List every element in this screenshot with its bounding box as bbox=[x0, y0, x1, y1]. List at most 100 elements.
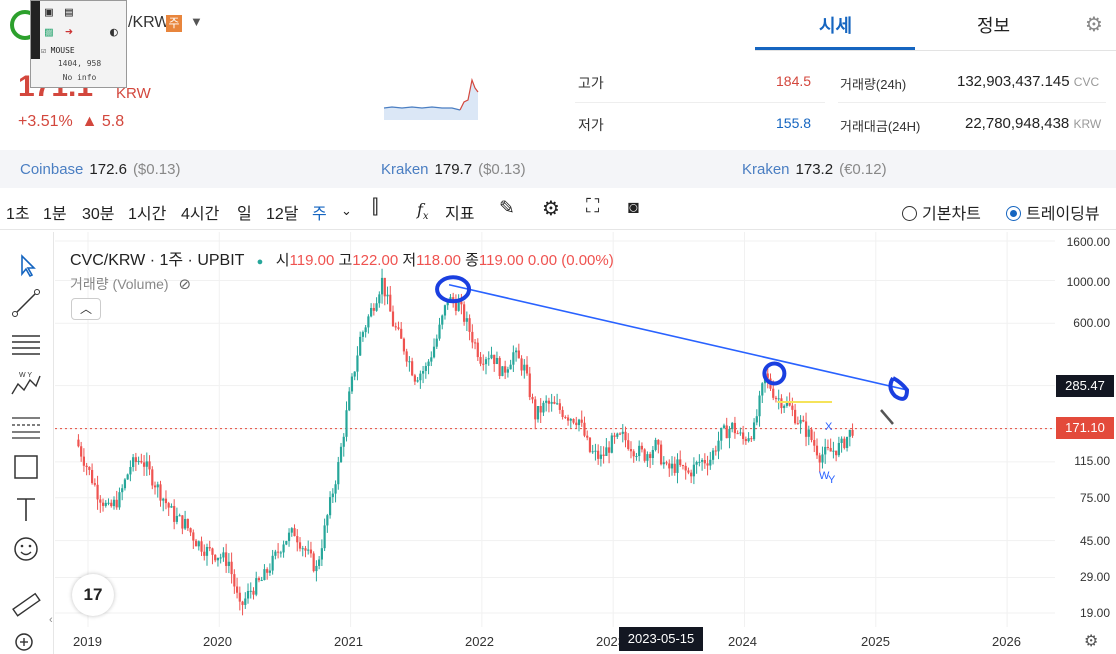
candle-body bbox=[534, 399, 537, 420]
magic-search-icon[interactable]: ✎ bbox=[499, 198, 515, 219]
amount-24h-unit: KRW bbox=[1073, 117, 1102, 131]
header-tabs: 시세 정보 ⚙ bbox=[755, 0, 1116, 50]
pattern-wxy-icon[interactable]: W Y bbox=[10, 368, 42, 398]
save-as-icon[interactable]: ▤ bbox=[65, 5, 73, 20]
contrast-icon[interactable]: ◐ bbox=[110, 25, 118, 40]
fib-retracement-icon[interactable] bbox=[10, 412, 42, 442]
candle-body bbox=[701, 460, 704, 462]
pencil-cursor bbox=[880, 409, 894, 425]
volume-label: 거래량 (Volume) bbox=[70, 276, 169, 292]
exchange-item[interactable]: Kraken 173.2 (€0.12) bbox=[742, 161, 887, 178]
candle-body bbox=[134, 457, 137, 463]
eye-hidden-icon[interactable]: ⊘ bbox=[178, 276, 192, 293]
cursor-icon[interactable] bbox=[10, 250, 42, 280]
parallel-lines-icon[interactable] bbox=[10, 330, 42, 360]
radio-selected-icon bbox=[1006, 206, 1021, 221]
candle-body bbox=[547, 400, 551, 404]
caret-down-icon[interactable]: ▼ bbox=[190, 14, 203, 29]
image-icon[interactable]: ▨ bbox=[45, 25, 53, 40]
fx-icon[interactable]: fx bbox=[417, 200, 429, 223]
interval-1m[interactable]: 1분 bbox=[43, 206, 67, 223]
price-tick: 19.00 bbox=[1079, 606, 1110, 620]
basic-chart-label: 기본차트 bbox=[922, 206, 981, 223]
time-axis[interactable]: 2019 2020 2021 2022 2023 2024 2025 2026 bbox=[55, 628, 1055, 654]
candle-body bbox=[307, 549, 310, 551]
candle-body bbox=[826, 446, 830, 448]
candle-body bbox=[832, 450, 835, 452]
emoji-icon[interactable] bbox=[10, 534, 42, 564]
candle-body bbox=[167, 503, 170, 508]
interval-4h[interactable]: 4시간 bbox=[181, 206, 220, 223]
exit-icon[interactable]: ➜ bbox=[65, 25, 73, 40]
volume-24h-value: 132,903,437.145 CVC bbox=[957, 73, 1099, 90]
interval-1s[interactable]: 1초 bbox=[6, 206, 30, 223]
candle-body bbox=[501, 366, 504, 377]
chart-grid bbox=[55, 232, 1055, 627]
candle-body bbox=[577, 419, 581, 426]
tradingview-option[interactable]: 트레이딩뷰 bbox=[1006, 200, 1100, 224]
candle-body bbox=[837, 442, 840, 456]
candle-body bbox=[91, 469, 94, 484]
candle-body bbox=[268, 570, 272, 573]
basic-chart-option[interactable]: 기본차트 bbox=[902, 200, 981, 224]
rectangle-icon[interactable] bbox=[10, 452, 42, 482]
candle-body bbox=[186, 518, 189, 529]
exchange-item[interactable]: Coinbase 172.6 ($0.13) bbox=[20, 161, 180, 178]
stat-divider bbox=[575, 102, 825, 103]
price-axis[interactable]: 1600.00 1000.00 600.00 115.00 75.00 45.0… bbox=[1055, 232, 1116, 627]
tab-market[interactable]: 시세 bbox=[819, 16, 853, 36]
candle-type-icon[interactable]: ⫿ bbox=[372, 196, 379, 218]
candle-body bbox=[389, 294, 392, 312]
trendline-icon[interactable] bbox=[10, 288, 42, 318]
axis-settings-icon[interactable]: ⚙ bbox=[1084, 633, 1099, 650]
candle-body bbox=[720, 427, 723, 441]
candle-body bbox=[613, 435, 616, 437]
candle-body bbox=[575, 422, 578, 426]
candle-body bbox=[728, 429, 731, 439]
volume-legend[interactable]: 거래량 (Volume) ⊘ bbox=[70, 274, 191, 294]
interval-day[interactable]: 일 bbox=[237, 206, 252, 223]
camera-icon[interactable]: ◙ bbox=[628, 197, 639, 217]
candle-body bbox=[624, 431, 627, 441]
candle-body bbox=[635, 456, 638, 458]
candle-body bbox=[539, 406, 542, 413]
candle-body bbox=[810, 429, 813, 441]
collapse-left-icon[interactable]: ‹ bbox=[49, 614, 53, 626]
tradingview-logo[interactable]: 17 bbox=[72, 574, 114, 616]
price-tick: 1600.00 bbox=[1066, 235, 1110, 249]
candle-body bbox=[755, 416, 758, 423]
high-value-legend: 122.00 bbox=[352, 252, 399, 269]
gear-icon[interactable]: ⚙ bbox=[1085, 14, 1103, 36]
close-value: 119.00 bbox=[478, 252, 524, 269]
candle-body bbox=[298, 542, 302, 549]
save-icon[interactable]: ▣ bbox=[45, 5, 53, 20]
indicators-button[interactable]: 지표 bbox=[445, 206, 475, 223]
interval-week[interactable]: 주 bbox=[312, 206, 327, 223]
exchange-item[interactable]: Kraken 179.7 ($0.13) bbox=[381, 161, 526, 178]
fullscreen-icon[interactable]: ⛶ bbox=[586, 196, 600, 217]
interval-30m[interactable]: 30분 bbox=[82, 206, 115, 223]
candle-body bbox=[361, 332, 365, 337]
candle-body bbox=[717, 440, 720, 452]
collapse-legend-button[interactable]: ︿ bbox=[71, 298, 101, 320]
candle-body bbox=[824, 446, 827, 455]
pair-label[interactable]: /KRW bbox=[128, 14, 170, 31]
tab-info[interactable]: 정보 bbox=[977, 16, 1011, 36]
candle-body bbox=[227, 561, 230, 566]
text-icon[interactable] bbox=[10, 494, 42, 524]
radio-icon bbox=[902, 206, 917, 221]
settings-icon[interactable]: ⚙ bbox=[542, 198, 560, 220]
ruler-icon[interactable] bbox=[10, 590, 42, 620]
mouse-title-text: MOUSE bbox=[50, 46, 75, 55]
candle-body bbox=[148, 461, 151, 470]
candle-body bbox=[572, 419, 575, 423]
candle-body bbox=[266, 569, 269, 573]
mouse-info-window[interactable]: ▣ ▤ ▨ ➜ ◐ ☑ MOUSE 1404, 958 No info bbox=[30, 0, 127, 88]
volume-24h-unit: CVC bbox=[1073, 75, 1100, 89]
interval-1h[interactable]: 1시간 bbox=[128, 206, 167, 223]
zoom-in-icon[interactable] bbox=[10, 628, 42, 654]
chevron-down-icon[interactable]: ⌄ bbox=[341, 203, 352, 218]
price-chart[interactable]: X WY bbox=[55, 232, 1055, 627]
interval-12month[interactable]: 12달 bbox=[266, 206, 299, 223]
candle-body bbox=[126, 474, 129, 480]
